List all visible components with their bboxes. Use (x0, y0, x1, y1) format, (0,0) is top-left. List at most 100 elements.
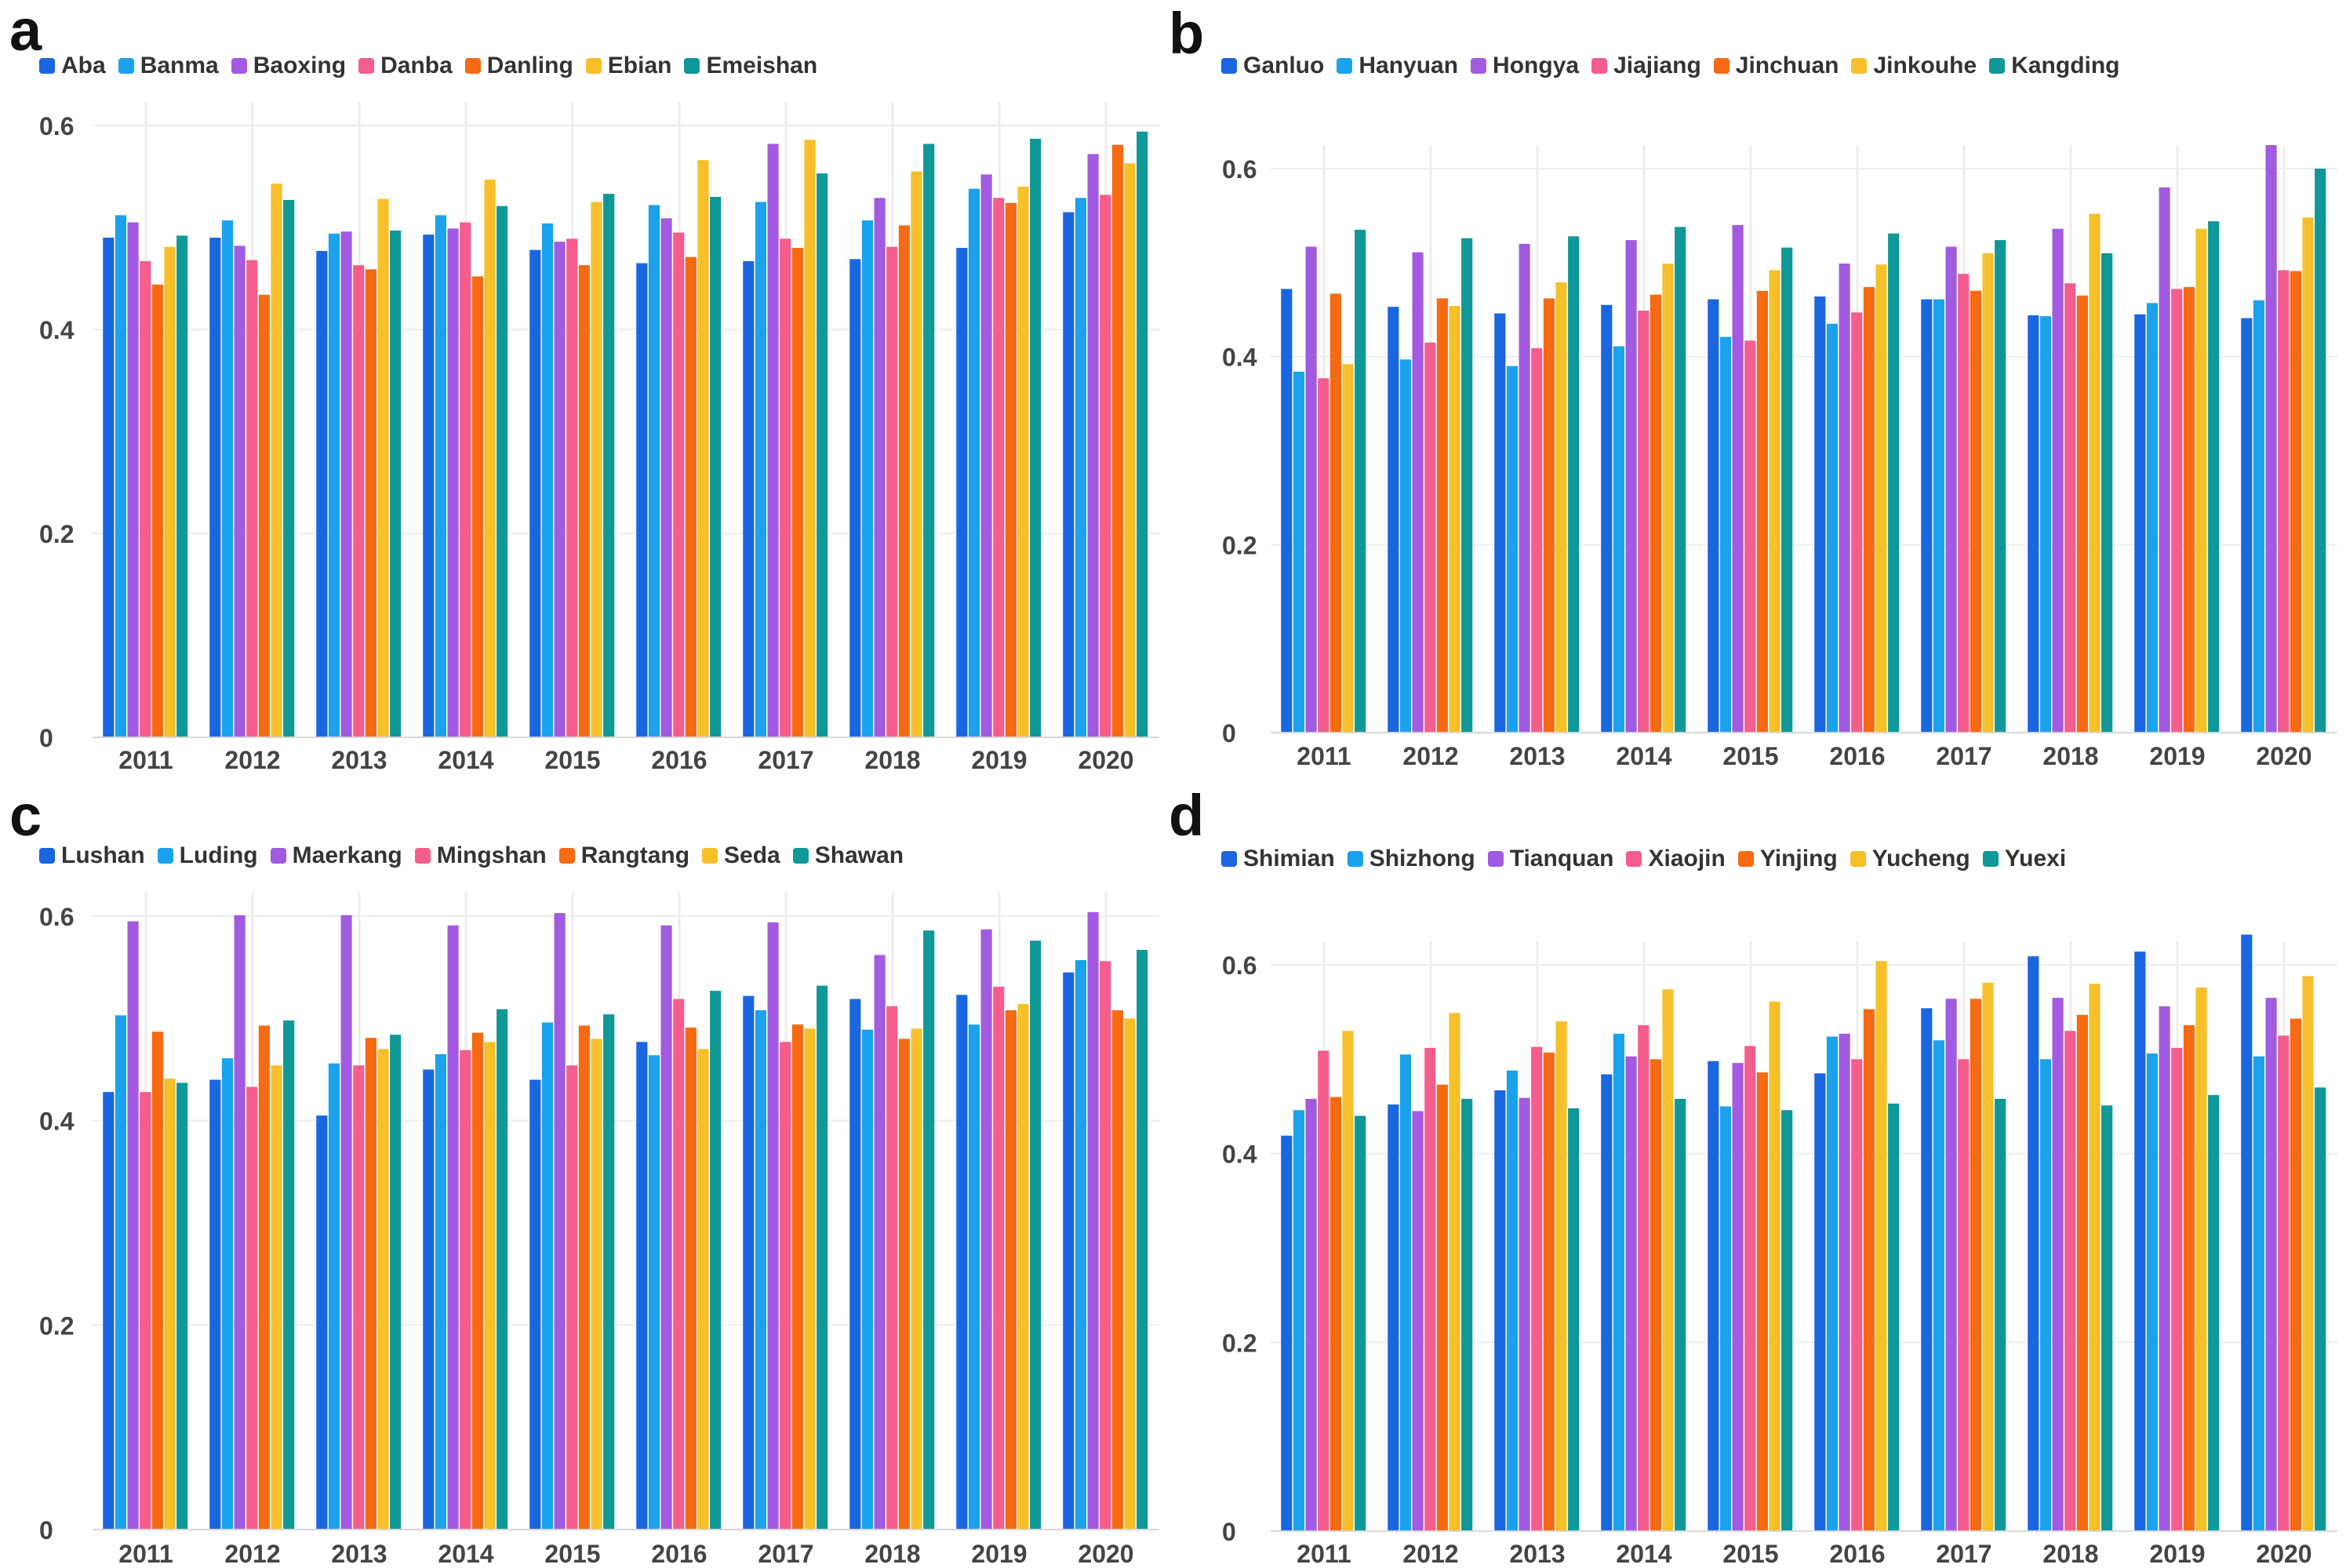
legend-swatch (1737, 851, 1754, 867)
bar (578, 1025, 590, 1530)
legend-swatch (1989, 58, 2006, 74)
bar (1399, 1054, 1412, 1531)
bar (710, 197, 722, 737)
bar (1662, 989, 1674, 1531)
bar-chart: 0 0.2 0.4 0.6 2011 2012 2013 2014 2015 2016 2017 20… (39, 102, 1159, 774)
legend-label: Lushan (61, 842, 145, 868)
bar (1087, 154, 1099, 737)
x-tick-label: 2011 (118, 1540, 173, 1568)
x-tick-label: 2017 (1936, 1540, 1991, 1568)
legend-item: Lushan (39, 842, 145, 869)
bar (365, 1038, 376, 1530)
legend-swatch (414, 848, 431, 864)
bar (2290, 1018, 2301, 1531)
legend-label: Danba (380, 53, 453, 78)
y-tick-label: 0.2 (39, 1312, 74, 1340)
bar (980, 174, 992, 737)
legend-swatch (1851, 58, 1868, 74)
bar (1100, 195, 1111, 737)
bar (140, 260, 151, 737)
bar (1958, 274, 1970, 733)
bar (685, 256, 697, 737)
bar (471, 276, 483, 737)
legend-label: Rangtang (580, 842, 690, 868)
y-tick-label: 0.2 (1222, 531, 1257, 559)
legend-item: Aba (39, 53, 106, 79)
bar (1137, 950, 1148, 1530)
legend-label: Yuexi (2004, 846, 2067, 871)
legend-item: Shimian (1221, 846, 1335, 872)
legend-item: Baoxing (231, 53, 346, 79)
legend-item: Rangtang (558, 842, 690, 869)
legend-label: Jinchuan (1735, 53, 1839, 78)
bar (861, 1029, 874, 1530)
legend-label: Kangding (2011, 53, 2120, 78)
bar (566, 1065, 578, 1530)
bar (673, 999, 685, 1530)
legend: Ganluo Hanyuan Hongya Jiajiang Jinchuan Jinko… (1221, 53, 2133, 79)
bar (1293, 1110, 1305, 1531)
x-tick-label: 2012 (1402, 742, 1458, 770)
bar (529, 249, 541, 738)
bar (1945, 999, 1957, 1531)
bar (1030, 138, 1042, 737)
bar (1638, 310, 1649, 733)
bar (710, 991, 722, 1530)
bar (697, 1049, 709, 1530)
x-tick-label: 2013 (1509, 1540, 1565, 1568)
legend-item: Jinkouhe (1851, 53, 1977, 79)
bar (993, 986, 1005, 1530)
bar (1318, 1050, 1329, 1531)
legend: Shimian Shizhong Tianquan Xiaojin Yinjing Yuc… (1221, 846, 2079, 872)
bar (2089, 213, 2100, 733)
bar (1719, 1106, 1732, 1531)
bar (685, 1028, 697, 1530)
legend-swatch (1591, 58, 1608, 74)
bar (484, 179, 496, 737)
bar (980, 929, 992, 1530)
bar (271, 1065, 282, 1530)
bar (1945, 246, 1957, 733)
bar-chart: 0 0.2 0.4 0.6 2011 2012 2013 2014 2015 2016 2017 20… (1222, 145, 2337, 770)
bar (234, 246, 246, 737)
bar (2076, 1014, 2088, 1531)
bar (1005, 1010, 1017, 1530)
bar (2146, 303, 2159, 733)
legend-item: Emeishan (684, 53, 817, 79)
x-tick-label: 2019 (2149, 742, 2205, 770)
bar (2278, 270, 2290, 733)
x-tick-label: 2018 (864, 746, 920, 774)
legend-item: Shizhong (1347, 846, 1475, 872)
bar (1494, 1090, 1506, 1531)
legend-label: Baoxing (253, 53, 347, 78)
bar (390, 1035, 402, 1530)
legend-swatch (792, 848, 809, 864)
bar (423, 1069, 435, 1530)
legend-item: Danling (464, 53, 573, 79)
x-tick-label: 2015 (1722, 742, 1778, 770)
legend-label: Ebian (607, 53, 672, 78)
bar (2253, 1056, 2265, 1531)
x-tick-label: 2020 (2256, 742, 2311, 770)
x-tick-label: 2016 (1829, 742, 1885, 770)
x-tick-label: 2013 (331, 1540, 387, 1568)
bar (1281, 1135, 1293, 1531)
bar (1506, 1070, 1519, 1531)
bar (435, 1053, 447, 1530)
legend-item: Mingshan (414, 842, 547, 869)
legend-label: Jiajiang (1613, 53, 1701, 78)
bar (1087, 911, 1099, 1530)
bar (956, 995, 968, 1530)
x-tick-label: 2014 (1616, 1540, 1671, 1568)
bar (1063, 212, 1075, 737)
legend-label: Aba (61, 53, 106, 78)
x-tick-label: 2017 (758, 1540, 813, 1568)
legend-item: Danba (358, 53, 453, 79)
bar (1017, 187, 1029, 737)
x-tick-label: 2013 (331, 746, 387, 774)
legend-item: Yinjing (1737, 846, 1838, 872)
bar (2101, 253, 2113, 733)
legend-label: Mingshan (436, 842, 547, 868)
legend-item: Hanyuan (1337, 53, 1458, 79)
